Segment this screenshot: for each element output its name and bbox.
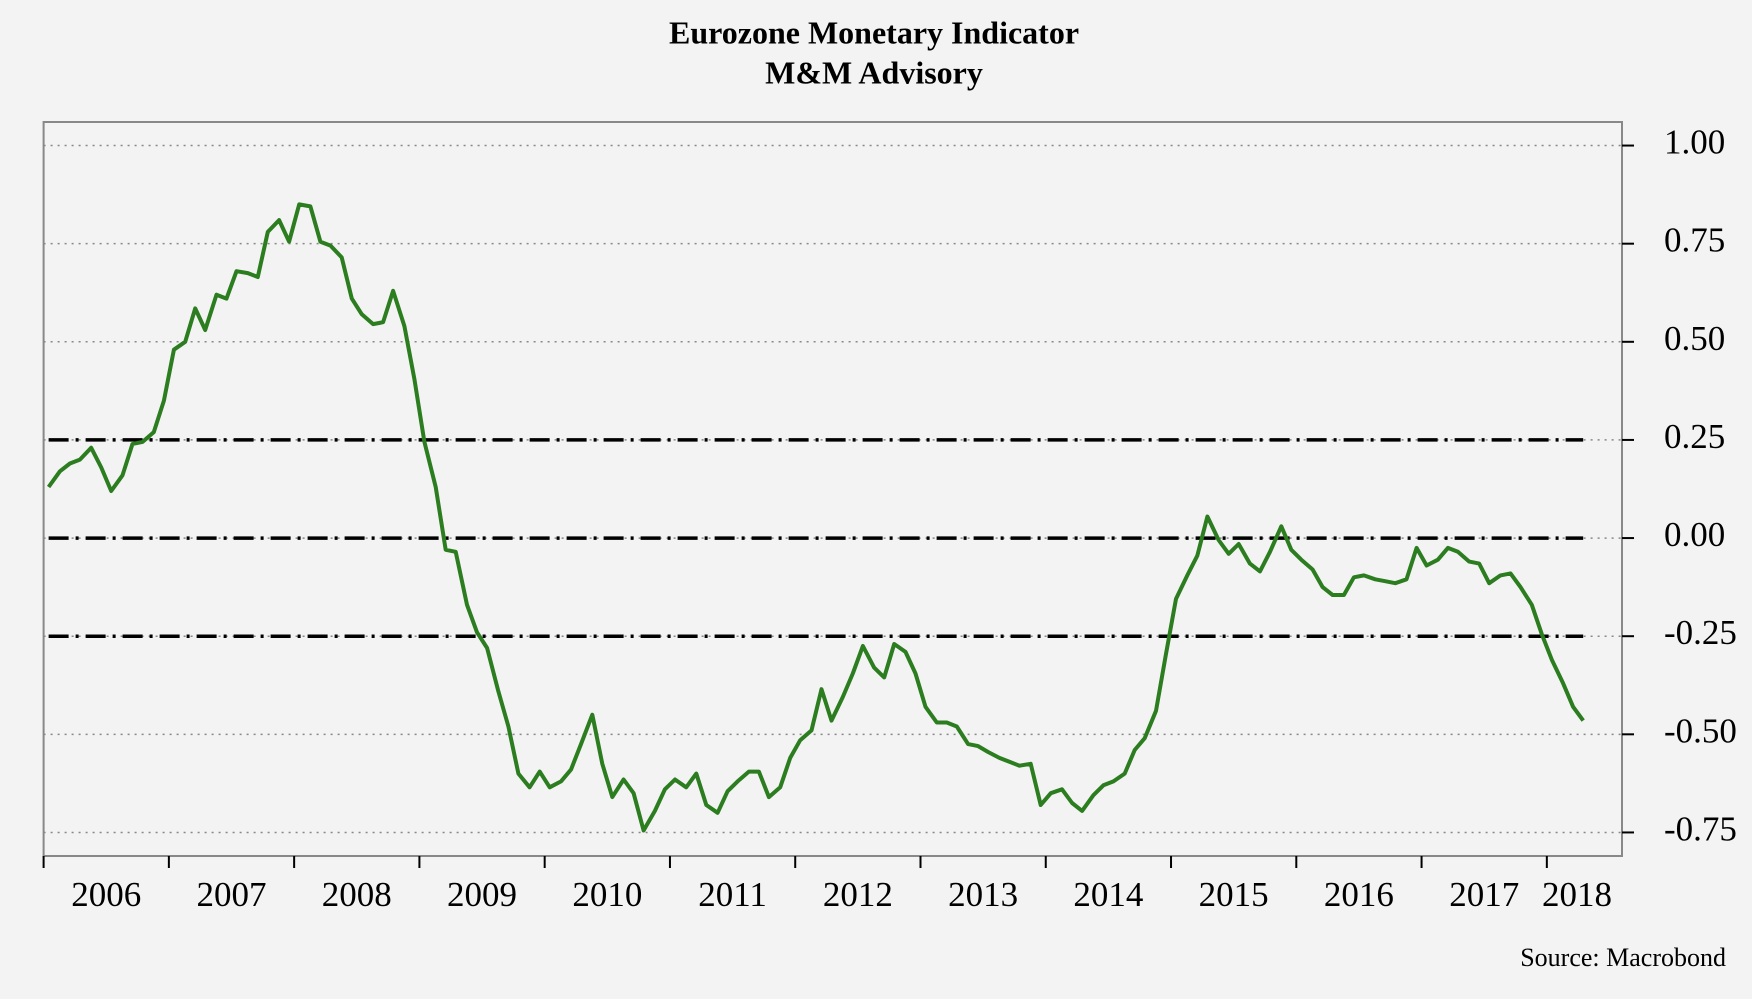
plot-frame bbox=[42, 121, 1624, 857]
x-tick-label: 2017 bbox=[1449, 875, 1519, 914]
x-tick-label: 2016 bbox=[1324, 875, 1394, 914]
x-tick-label: 2009 bbox=[447, 875, 517, 914]
y-tick-label: 1.00 bbox=[1664, 123, 1725, 162]
x-tick-label: 2018 bbox=[1542, 875, 1612, 914]
y-tick-label: -0.75 bbox=[1664, 809, 1737, 848]
y-tick-label: 0.25 bbox=[1664, 417, 1725, 456]
y-tick-label: -0.25 bbox=[1664, 613, 1737, 652]
x-tick-label: 2013 bbox=[948, 875, 1018, 914]
source-note: Source: Macrobond bbox=[1520, 943, 1726, 972]
y-tick-label: -0.50 bbox=[1664, 711, 1737, 750]
data-line bbox=[46, 202, 1585, 833]
chart-subtitle: M&M Advisory bbox=[765, 54, 983, 90]
x-tick-label: 2015 bbox=[1199, 875, 1269, 914]
y-tick-label: 0.75 bbox=[1664, 221, 1725, 260]
y-tick-label: 0.00 bbox=[1664, 515, 1725, 554]
chart-title: Eurozone Monetary Indicator bbox=[669, 14, 1079, 50]
x-tick-label: 2006 bbox=[71, 875, 141, 914]
x-tick-label: 2010 bbox=[572, 875, 642, 914]
x-tick-label: 2007 bbox=[197, 875, 267, 914]
y-tick-label: 0.50 bbox=[1664, 319, 1725, 358]
x-tick-label: 2011 bbox=[698, 875, 767, 914]
x-tick-label: 2014 bbox=[1073, 875, 1143, 914]
x-tick-label: 2008 bbox=[322, 875, 392, 914]
x-tick-label: 2012 bbox=[823, 875, 893, 914]
